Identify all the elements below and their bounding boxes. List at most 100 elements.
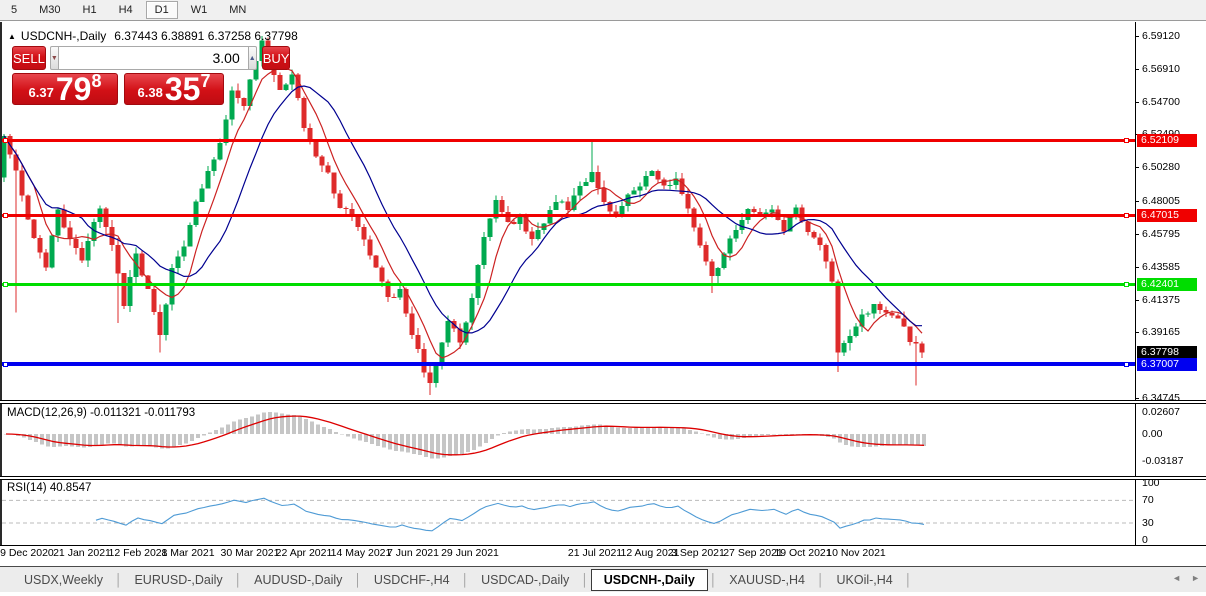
- chart-tab-ukoil-h4[interactable]: UKOil-,H4: [836, 572, 893, 587]
- chart-tab-audusd-daily[interactable]: AUDUSD-,Daily: [254, 572, 343, 587]
- tab-separator: │: [817, 572, 825, 587]
- chart-tab-usdcnh-daily[interactable]: USDCNH-,Daily: [590, 568, 708, 591]
- chart-bottom-border: [0, 545, 1206, 546]
- date-tick-label: 12 Feb 2021: [108, 547, 168, 559]
- sell-price-small: 6.37: [28, 85, 54, 100]
- price-tag-6.42401: 6.42401: [1137, 278, 1197, 291]
- line-handle[interactable]: [3, 138, 8, 143]
- macd-axis-label: 0.00: [1142, 428, 1163, 440]
- rsi-indicator-label: RSI(14) 40.8547: [7, 482, 92, 494]
- horizontal-level-line-6.42401[interactable]: [2, 283, 1135, 286]
- buy-price-panel[interactable]: 6.38 35 7: [124, 71, 224, 107]
- tab-scroll-arrows: ◄ ►: [1172, 573, 1200, 583]
- tab-separator: │: [114, 572, 123, 587]
- price-tag-6.52109: 6.52109: [1137, 134, 1197, 147]
- chart-tab-usdcad-daily[interactable]: USDCAD-,Daily: [481, 572, 570, 587]
- horizontal-level-line-6.52109[interactable]: [2, 139, 1135, 142]
- chart-symbol-title: USDCNH-,Daily: [20, 29, 107, 43]
- toolbar-period-h1[interactable]: H1: [82, 4, 97, 16]
- volume-increase-button[interactable]: ▲: [247, 46, 257, 70]
- rsi-axis-label: 30: [1142, 517, 1154, 529]
- line-handle[interactable]: [1124, 138, 1129, 143]
- chart-header: ▲ USDCNH-,Daily 6.37443 6.38891 6.37258 …: [8, 29, 298, 43]
- date-tick-label: 14 May 2021: [330, 547, 392, 559]
- buy-price-big: 35: [164, 71, 201, 107]
- sell-price-sup: 8: [91, 71, 102, 91]
- chart-tab-usdx-weekly[interactable]: USDX,Weekly: [24, 572, 103, 587]
- date-tick-label: 19 Oct 2021: [774, 547, 832, 559]
- line-handle[interactable]: [1124, 213, 1129, 218]
- price-tick-mark: [1135, 201, 1139, 202]
- tab-separator: │: [709, 572, 718, 587]
- price-tick-label: 6.56910: [1142, 63, 1180, 75]
- macd-axis-label: 0.02607: [1142, 406, 1180, 418]
- rsi-panel-divider[interactable]: [0, 476, 1206, 480]
- date-tick-label: 29 Jun 2021: [441, 547, 499, 559]
- price-tag-6.37798: 6.37798: [1137, 346, 1197, 359]
- macd-axis-label: -0.03187: [1142, 455, 1184, 467]
- tab-separator: │: [904, 572, 913, 587]
- price-tag-6.37007: 6.37007: [1137, 358, 1197, 371]
- sell-button[interactable]: SELL: [12, 46, 46, 70]
- buy-button[interactable]: BUY: [261, 46, 291, 70]
- collapse-triangle-icon[interactable]: ▲: [8, 31, 16, 41]
- date-tick-label: 21 Jan 2021: [53, 547, 111, 559]
- toolbar-period-h4[interactable]: H4: [118, 4, 133, 16]
- volume-decrease-button[interactable]: ▼: [49, 46, 59, 70]
- volume-input[interactable]: [58, 46, 248, 70]
- toolbar-period-w1[interactable]: W1: [190, 4, 208, 16]
- one-click-trading-widget: SELL ▼ ▲ BUY 6.37 79 8 6.38 35 7: [12, 46, 291, 107]
- buy-price-small: 6.38: [137, 85, 163, 100]
- price-tick-mark: [1135, 300, 1139, 301]
- rsi-axis-label: 100: [1142, 477, 1160, 489]
- date-tick-label: 7 Jun 2021: [387, 547, 439, 559]
- price-tick-label: 6.54700: [1142, 96, 1180, 108]
- chart-tab-eurusd-daily[interactable]: EURUSD-,Daily: [134, 572, 223, 587]
- tab-separator: │: [234, 572, 243, 587]
- line-handle[interactable]: [3, 282, 8, 287]
- line-handle[interactable]: [1124, 282, 1129, 287]
- date-tick-label: 8 Mar 2021: [161, 547, 215, 559]
- rsi-axis-label: 70: [1142, 494, 1154, 506]
- price-tick-label: 6.41375: [1142, 294, 1180, 306]
- toolbar-period-5[interactable]: 5: [11, 4, 18, 16]
- tab-separator: │: [581, 572, 589, 587]
- chart-tab-bar: USDX,Weekly │ EURUSD-,Daily │ AUDUSD-,Daily │…: [0, 567, 1206, 592]
- tab-scroll-right-icon[interactable]: ►: [1191, 573, 1200, 583]
- price-tick-mark: [1135, 234, 1139, 235]
- price-tick-mark: [1135, 69, 1139, 70]
- date-tick-label: 12 Aug 2021: [620, 547, 680, 559]
- horizontal-level-line-6.47015[interactable]: [2, 214, 1135, 217]
- price-tag-6.47015: 6.47015: [1137, 209, 1197, 222]
- timeframe-toolbar: 5 M30 H1 H4 D1 W1 MN: [0, 0, 1206, 21]
- price-tick-mark: [1135, 332, 1139, 333]
- tab-separator: │: [354, 572, 362, 587]
- toolbar-period-d1[interactable]: D1: [145, 1, 178, 19]
- chart-tab-xauusd-h4[interactable]: XAUUSD-,H4: [729, 572, 805, 587]
- date-tick-label: 27 Sep 2021: [723, 547, 783, 559]
- line-handle[interactable]: [1124, 362, 1129, 367]
- date-tick-label: 29 Dec 2020: [0, 547, 54, 559]
- date-axis[interactable]: 29 Dec 2020 21 Jan 2021 12 Feb 2021 8 Mar 2…: [0, 547, 1135, 563]
- sell-price-panel[interactable]: 6.37 79 8: [12, 71, 118, 105]
- toolbar-period-mn[interactable]: MN: [229, 4, 247, 16]
- chart-ohlc-quote: 6.37443 6.38891 6.37258 6.37798: [114, 29, 298, 43]
- price-tick-label: 6.48005: [1142, 195, 1180, 207]
- horizontal-level-line-6.37007[interactable]: [2, 362, 1135, 366]
- macd-panel-divider[interactable]: [0, 400, 1206, 404]
- price-tick-label: 6.43585: [1142, 261, 1180, 273]
- price-tick-mark: [1135, 267, 1139, 268]
- price-tick-label: 6.50280: [1142, 161, 1180, 173]
- rsi-chart: [2, 497, 1135, 532]
- line-handle[interactable]: [3, 362, 8, 367]
- toolbar-period-m30[interactable]: M30: [39, 4, 61, 16]
- price-tick-mark: [1135, 102, 1139, 103]
- line-handle[interactable]: [3, 213, 8, 218]
- date-tick-label: 10 Nov 2021: [826, 547, 886, 559]
- macd-indicator-label: MACD(12,26,9) -0.011321 -0.011793: [7, 407, 196, 419]
- price-tick-label: 6.45795: [1142, 228, 1180, 240]
- price-axis[interactable]: 6.591206.569106.547006.524906.502806.480…: [1135, 22, 1206, 546]
- tab-scroll-left-icon[interactable]: ◄: [1172, 573, 1182, 583]
- chart-tab-usdchf-h4[interactable]: USDCHF-,H4: [373, 572, 450, 587]
